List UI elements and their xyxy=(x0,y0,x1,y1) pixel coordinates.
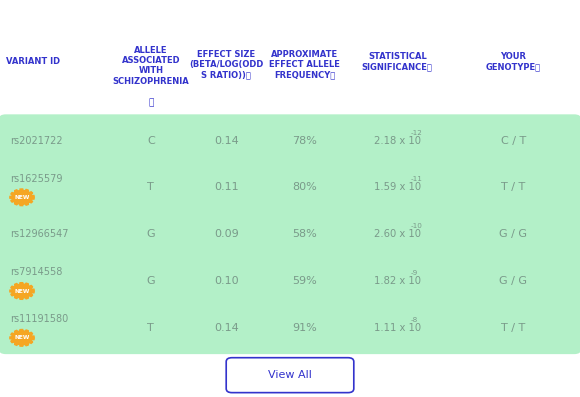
Text: G / G: G / G xyxy=(499,229,527,239)
FancyBboxPatch shape xyxy=(0,114,580,167)
Text: rs11191580: rs11191580 xyxy=(10,314,68,324)
Text: -12: -12 xyxy=(411,129,423,136)
Text: 91%: 91% xyxy=(292,323,317,333)
Text: G: G xyxy=(147,276,155,286)
Text: VARIANT ID: VARIANT ID xyxy=(6,57,60,66)
Text: T / T: T / T xyxy=(501,323,525,333)
Text: T: T xyxy=(147,323,154,333)
FancyBboxPatch shape xyxy=(0,255,580,307)
FancyBboxPatch shape xyxy=(0,302,580,354)
Text: STATISTICAL
SIGNIFICANCEⓘ: STATISTICAL SIGNIFICANCEⓘ xyxy=(362,52,433,71)
Text: C / T: C / T xyxy=(501,135,526,146)
Text: -8: -8 xyxy=(411,317,418,323)
Text: NEW: NEW xyxy=(14,335,30,340)
Text: YOUR
GENOTYPEⓘ: YOUR GENOTYPEⓘ xyxy=(485,52,541,71)
Text: -10: -10 xyxy=(411,223,423,229)
Text: 59%: 59% xyxy=(292,276,317,286)
Text: 0.14: 0.14 xyxy=(214,323,238,333)
Text: ALLELE
ASSOCIATED
WITH
SCHIZOPHRENIA: ALLELE ASSOCIATED WITH SCHIZOPHRENIA xyxy=(113,46,189,86)
Text: 78%: 78% xyxy=(292,135,317,146)
Text: 0.10: 0.10 xyxy=(214,276,238,286)
Text: 2.60 x 10: 2.60 x 10 xyxy=(374,229,421,239)
Text: 80%: 80% xyxy=(292,182,317,193)
Polygon shape xyxy=(10,189,34,206)
Text: -11: -11 xyxy=(411,176,423,183)
Text: 1.82 x 10: 1.82 x 10 xyxy=(374,276,421,286)
Text: G: G xyxy=(147,229,155,239)
FancyBboxPatch shape xyxy=(226,358,354,393)
FancyBboxPatch shape xyxy=(0,161,580,214)
Text: 1.59 x 10: 1.59 x 10 xyxy=(374,182,421,193)
Text: T: T xyxy=(147,182,154,193)
Text: T / T: T / T xyxy=(501,182,525,193)
Text: C: C xyxy=(147,135,155,146)
Text: NEW: NEW xyxy=(14,289,30,293)
Text: APPROXIMATE
EFFECT ALLELE
FREQUENCYⓘ: APPROXIMATE EFFECT ALLELE FREQUENCYⓘ xyxy=(269,50,340,79)
Text: rs1625579: rs1625579 xyxy=(10,173,63,184)
Text: 1.11 x 10: 1.11 x 10 xyxy=(374,323,421,333)
Text: 58%: 58% xyxy=(292,229,317,239)
Polygon shape xyxy=(10,283,34,299)
Text: 0.14: 0.14 xyxy=(214,135,238,146)
Text: ⓘ: ⓘ xyxy=(148,99,154,108)
Text: rs7914558: rs7914558 xyxy=(10,267,63,278)
Polygon shape xyxy=(10,330,34,346)
Text: NEW: NEW xyxy=(14,195,30,200)
Text: G / G: G / G xyxy=(499,276,527,286)
Text: View All: View All xyxy=(268,370,312,380)
Text: 0.11: 0.11 xyxy=(214,182,238,193)
Text: -9: -9 xyxy=(411,270,418,276)
Text: rs12966547: rs12966547 xyxy=(10,229,69,239)
Text: 0.09: 0.09 xyxy=(214,229,238,239)
Text: 2.18 x 10: 2.18 x 10 xyxy=(374,135,421,146)
Text: EFFECT SIZE
(BETA/LOG(ODD
S RATIO))ⓘ: EFFECT SIZE (BETA/LOG(ODD S RATIO))ⓘ xyxy=(189,50,263,79)
Text: rs2021722: rs2021722 xyxy=(10,135,63,146)
FancyBboxPatch shape xyxy=(0,208,580,260)
